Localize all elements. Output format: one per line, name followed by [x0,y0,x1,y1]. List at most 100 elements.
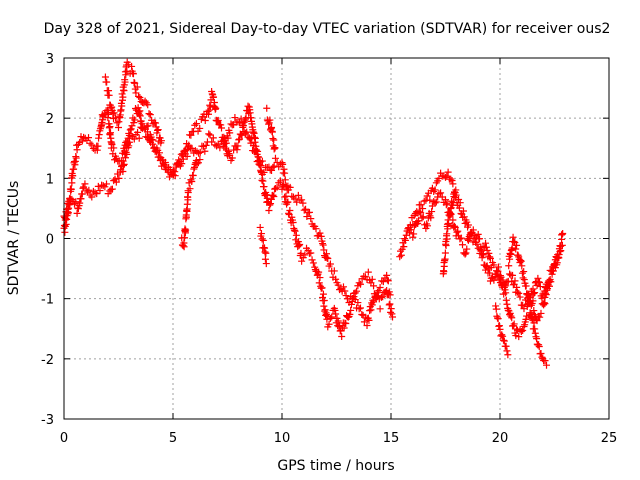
data-point [486,254,494,262]
data-point [160,160,168,168]
data-point [453,228,461,236]
data-point [270,136,278,144]
data-point [442,173,449,181]
data-point [180,243,188,251]
data-point [465,235,473,243]
data-point [332,275,340,283]
data-point [492,305,500,313]
data-point [529,285,537,293]
data-point [441,249,449,257]
data-point [135,92,143,100]
data-point [341,287,349,295]
data-point [522,315,530,323]
x-tick-label: 20 [492,431,509,446]
data-point [195,149,203,157]
data-point [526,299,534,307]
data-point [278,159,286,167]
data-point [346,310,354,318]
data-point [315,279,323,287]
data-point [262,249,270,257]
data-point [519,274,527,282]
data-point [126,126,134,134]
data-point [459,241,467,249]
data-point [375,287,383,295]
data-point [205,110,213,118]
data-point [367,306,375,314]
data-point [74,205,82,213]
data-point [319,290,327,298]
data-point [364,268,372,276]
data-point [308,256,316,264]
data-point [449,180,457,188]
data-point [387,305,395,313]
data-point [183,152,191,160]
data-point [384,276,392,284]
data-point [342,320,350,328]
data-point [355,279,363,287]
data-point [409,233,417,241]
data-point [505,262,513,270]
data-point [217,121,225,129]
data-point [555,254,563,262]
data-point [244,102,252,110]
data-point [355,305,363,313]
data-point [280,183,288,191]
data-point [340,324,348,332]
data-point [121,154,129,162]
data-point [317,232,325,240]
data-point [544,285,552,293]
data-point [104,110,112,118]
data-point [315,268,323,276]
data-point [353,287,361,295]
data-point [286,183,294,191]
data-point [446,211,454,219]
data-point [105,91,113,99]
data-point [326,260,334,268]
x-axis-title: GPS time / hours [277,458,394,474]
data-point [476,235,484,243]
data-point [417,209,425,217]
data-point [334,281,342,289]
data-point [427,214,435,222]
data-point [276,177,284,185]
data-point [540,299,548,307]
data-point [182,226,190,234]
data-point [105,87,113,95]
data-point [457,234,465,242]
data-point [263,104,271,112]
data-point [136,93,144,101]
data-point [510,237,518,245]
data-point [376,305,384,313]
data-point [471,232,479,240]
data-point [360,318,368,326]
data-point [373,288,381,296]
data-point [254,153,262,161]
data-point [125,138,133,146]
data-point [508,314,516,322]
y-tick-label: -1 [41,293,54,308]
data-point [183,140,191,148]
data-point [497,273,505,281]
data-point [516,293,524,301]
data-point [214,116,222,124]
data-point [72,198,80,206]
data-point [112,178,120,186]
data-point [73,209,81,217]
data-point [218,124,226,132]
data-point [235,136,243,144]
data-point [450,222,458,230]
chart-title: Day 328 of 2021, Sidereal Day-to-day VTE… [44,21,611,37]
data-point [152,119,160,127]
data-point [366,307,374,315]
data-point [233,146,241,154]
data-point [397,251,405,259]
data-point [519,326,527,334]
data-point [184,196,192,204]
data-point [279,182,287,190]
data-point [130,79,138,87]
data-point [91,189,99,197]
y-tick-label: -3 [41,413,54,428]
data-point [496,272,504,280]
data-point [239,122,247,130]
data-point [509,322,517,330]
